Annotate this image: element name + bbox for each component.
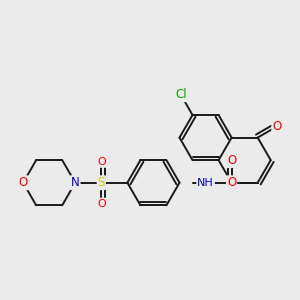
Text: O: O: [97, 199, 106, 208]
Text: O: O: [97, 157, 106, 167]
Text: O: O: [227, 154, 236, 167]
Text: NH: NH: [197, 178, 214, 188]
Text: N: N: [71, 176, 80, 189]
Text: S: S: [98, 176, 105, 189]
Text: O: O: [227, 176, 236, 189]
Text: O: O: [19, 176, 28, 189]
Text: O: O: [272, 120, 281, 133]
Text: Cl: Cl: [175, 88, 187, 101]
